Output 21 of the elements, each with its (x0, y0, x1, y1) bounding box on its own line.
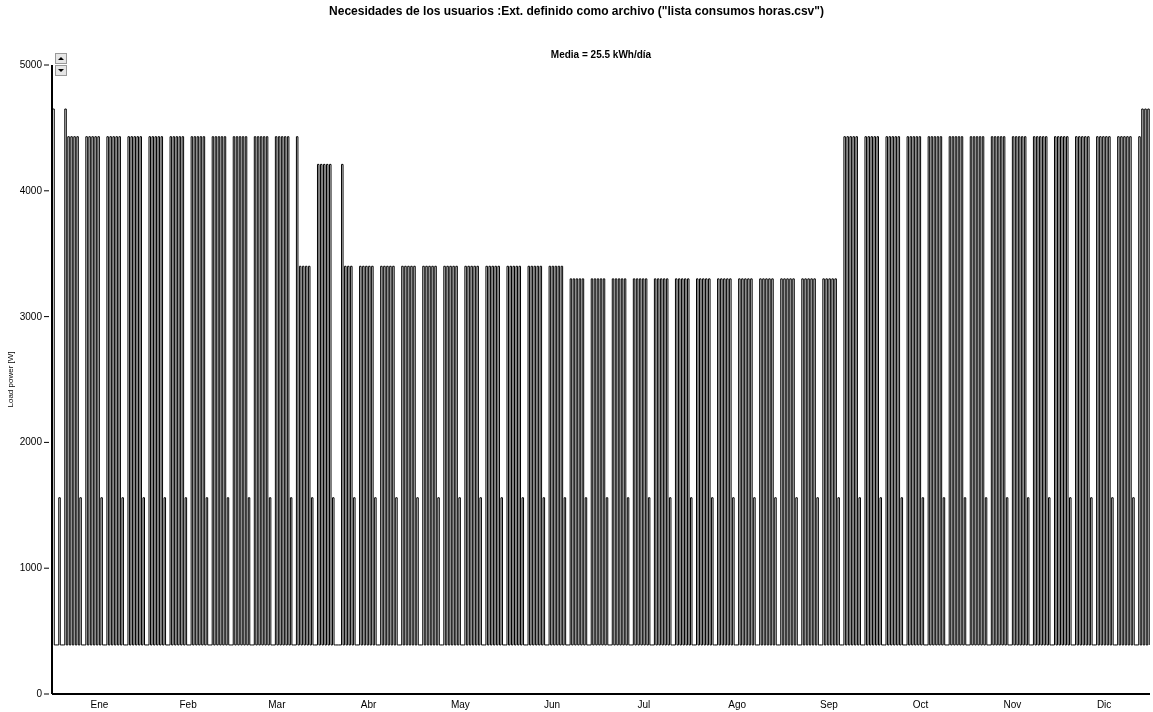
chart-title: Necesidades de los usuarios :Ext. definido como archivo ("lista consumos horas.csv") (328, 4, 825, 18)
y-tick-label: 3000 (19, 310, 43, 322)
x-tick-label: Jul (637, 699, 651, 710)
x-tick-label: Oct (912, 699, 929, 710)
y-axis-title: Load power [W] (5, 351, 15, 408)
x-tick-label: Ago (728, 699, 747, 710)
x-tick-label: Abr (360, 699, 378, 710)
x-tick-label: Ene (90, 699, 109, 710)
y-tick-label: 5000 (19, 59, 43, 70)
x-tick-label: Dic (1096, 699, 1112, 710)
y-tick-label: 4000 (19, 184, 43, 196)
x-tick-label: Sep (819, 699, 839, 710)
x-tick-label: Nov (1003, 699, 1022, 710)
x-tick-label: Feb (179, 699, 198, 710)
x-tick-label: May (450, 699, 470, 710)
x-tick-label: Jun (544, 699, 561, 710)
y-tick-label: 0 (36, 688, 43, 699)
y-tick-label: 1000 (19, 562, 43, 574)
chart-subtitle: Media = 25.5 kWh/día (549, 49, 653, 60)
x-tick-label: Mar (268, 699, 287, 710)
y-tick-label: 2000 (19, 436, 43, 448)
